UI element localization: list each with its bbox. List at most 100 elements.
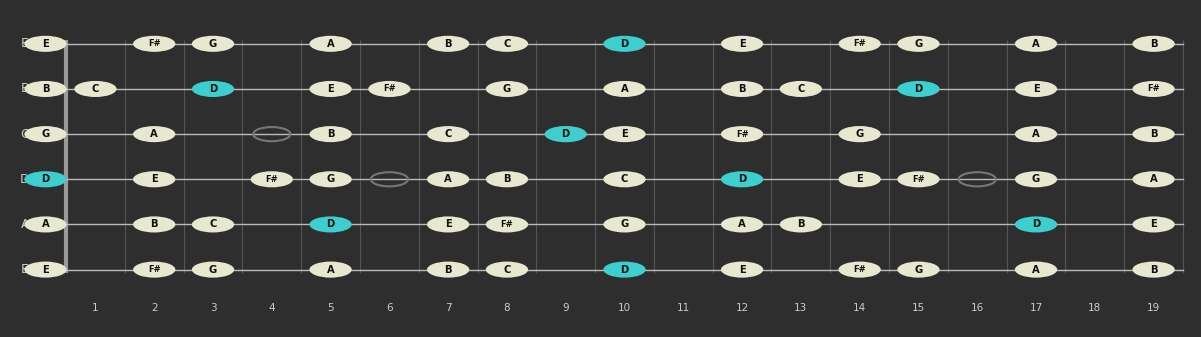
Text: 8: 8 <box>503 303 510 313</box>
Ellipse shape <box>133 126 175 142</box>
Ellipse shape <box>721 216 764 233</box>
Ellipse shape <box>603 81 646 97</box>
Text: C: C <box>91 84 100 94</box>
Ellipse shape <box>1015 262 1057 278</box>
Text: D: D <box>621 265 628 275</box>
Text: 6: 6 <box>386 303 393 313</box>
Text: G: G <box>855 129 864 139</box>
Ellipse shape <box>24 81 66 97</box>
Ellipse shape <box>133 262 175 278</box>
Ellipse shape <box>192 81 234 97</box>
Text: G: G <box>621 219 628 229</box>
Text: G: G <box>20 128 30 141</box>
Text: B: B <box>1149 265 1158 275</box>
Text: E: E <box>1033 84 1039 94</box>
Ellipse shape <box>1133 81 1175 97</box>
Ellipse shape <box>544 126 587 142</box>
Ellipse shape <box>721 126 764 142</box>
Text: F#: F# <box>265 175 279 184</box>
Ellipse shape <box>24 216 66 233</box>
Text: A: A <box>1149 174 1158 184</box>
Ellipse shape <box>897 81 939 97</box>
Ellipse shape <box>310 216 352 233</box>
Ellipse shape <box>485 216 528 233</box>
Text: A: A <box>327 39 334 49</box>
Ellipse shape <box>1133 262 1175 278</box>
Ellipse shape <box>1015 126 1057 142</box>
Text: B: B <box>150 219 159 229</box>
Text: 14: 14 <box>853 303 866 313</box>
Text: A: A <box>739 219 746 229</box>
Text: A: A <box>42 219 49 229</box>
Text: A: A <box>1032 39 1040 49</box>
Ellipse shape <box>192 36 234 52</box>
Text: 10: 10 <box>619 303 631 313</box>
Text: B: B <box>1149 129 1158 139</box>
Ellipse shape <box>310 36 352 52</box>
Text: A: A <box>150 129 159 139</box>
Ellipse shape <box>133 36 175 52</box>
Text: B: B <box>20 83 29 95</box>
Text: E: E <box>739 265 746 275</box>
Ellipse shape <box>1133 216 1175 233</box>
Ellipse shape <box>603 262 646 278</box>
Text: 7: 7 <box>444 303 452 313</box>
Text: 19: 19 <box>1147 303 1160 313</box>
Text: E: E <box>20 37 29 50</box>
Text: 15: 15 <box>912 303 925 313</box>
Text: E: E <box>444 219 452 229</box>
Ellipse shape <box>428 36 470 52</box>
Text: G: G <box>327 174 335 184</box>
Ellipse shape <box>428 171 470 187</box>
Ellipse shape <box>1133 36 1175 52</box>
Text: E: E <box>151 174 157 184</box>
Ellipse shape <box>310 126 352 142</box>
Ellipse shape <box>603 216 646 233</box>
Text: G: G <box>914 39 922 49</box>
Text: D: D <box>737 174 746 184</box>
Text: B: B <box>444 39 452 49</box>
Text: F#: F# <box>1147 85 1160 93</box>
Text: A: A <box>327 265 334 275</box>
Text: C: C <box>503 265 510 275</box>
Text: F#: F# <box>501 220 513 229</box>
Text: B: B <box>503 174 510 184</box>
Ellipse shape <box>428 216 470 233</box>
Ellipse shape <box>310 81 352 97</box>
Text: G: G <box>209 265 217 275</box>
Text: A: A <box>1032 265 1040 275</box>
Ellipse shape <box>779 216 821 233</box>
Text: A: A <box>444 174 452 184</box>
Text: B: B <box>444 265 452 275</box>
Text: A: A <box>20 218 29 231</box>
Text: F#: F# <box>912 175 925 184</box>
Ellipse shape <box>897 36 939 52</box>
Text: C: C <box>797 84 805 94</box>
Text: E: E <box>621 129 628 139</box>
Text: B: B <box>42 84 49 94</box>
Text: C: C <box>209 219 216 229</box>
Text: B: B <box>327 129 334 139</box>
Ellipse shape <box>838 36 880 52</box>
Text: 9: 9 <box>562 303 569 313</box>
Ellipse shape <box>1015 36 1057 52</box>
Ellipse shape <box>24 36 66 52</box>
Text: F#: F# <box>148 39 161 48</box>
Ellipse shape <box>603 126 646 142</box>
Text: D: D <box>20 173 30 186</box>
Ellipse shape <box>779 81 821 97</box>
Text: D: D <box>41 174 49 184</box>
Ellipse shape <box>133 216 175 233</box>
Ellipse shape <box>24 171 66 187</box>
Text: D: D <box>327 219 335 229</box>
Ellipse shape <box>485 36 528 52</box>
Ellipse shape <box>24 262 66 278</box>
Text: E: E <box>42 39 49 49</box>
Ellipse shape <box>1133 126 1175 142</box>
Text: 2: 2 <box>151 303 157 313</box>
Text: 16: 16 <box>970 303 984 313</box>
Text: 13: 13 <box>794 303 807 313</box>
Text: D: D <box>209 84 217 94</box>
Ellipse shape <box>24 126 66 142</box>
Text: F#: F# <box>854 265 866 274</box>
